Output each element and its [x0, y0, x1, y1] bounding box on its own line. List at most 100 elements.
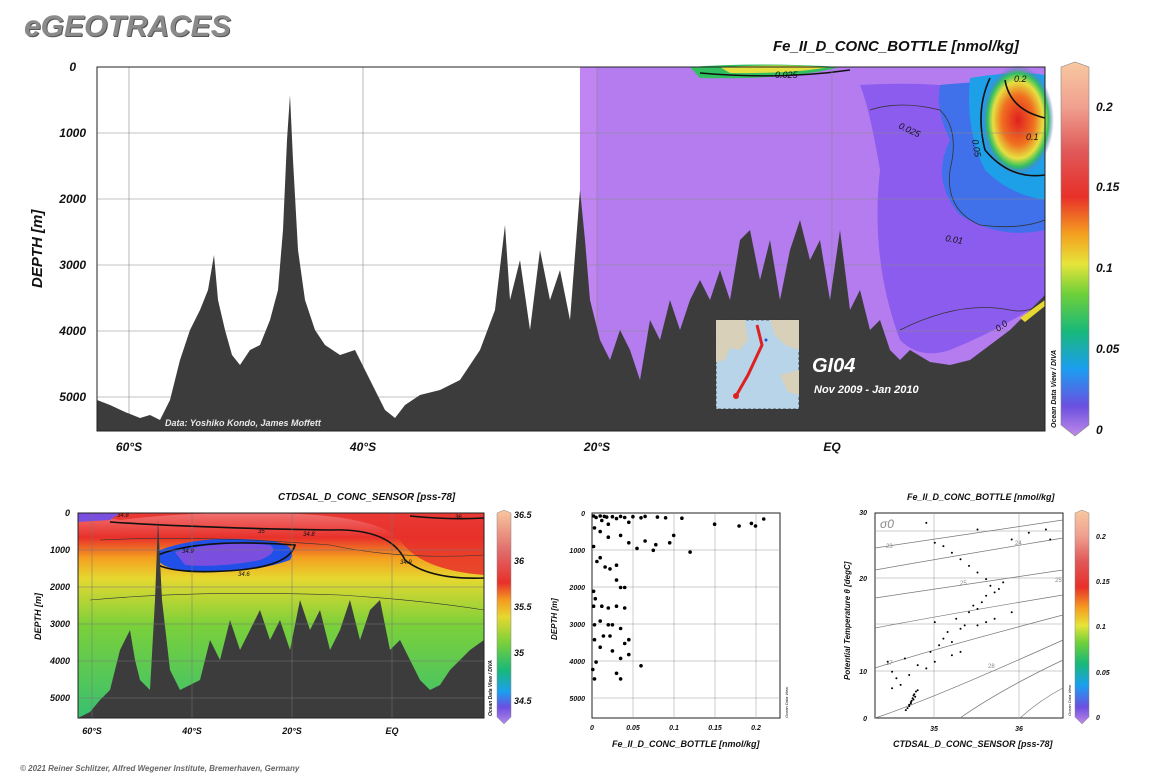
- ts-title: Fe_II_D_CONC_BOTTLE [nmol/kg]: [907, 492, 1056, 502]
- fe-depth-point: [618, 677, 623, 681]
- ts-point: [933, 660, 936, 663]
- sal-cbar-tick-35: 35: [514, 648, 525, 658]
- fe-depth-point: [594, 660, 598, 664]
- fe-depth-point: [614, 563, 619, 567]
- main-ytick-5000: 5000: [59, 390, 86, 404]
- sal-cbar-tick-35.5: 35.5: [514, 602, 533, 612]
- fe-depth-point: [618, 533, 623, 538]
- ts-cbar-label: Ocean Data View: [1067, 684, 1072, 716]
- ts-iso-23: 23: [886, 544, 893, 550]
- ts-cbar-tick-0: 0: [1096, 715, 1100, 722]
- main-xtick-20s: 20°S: [583, 440, 610, 454]
- sal-cbar-label: Ocean Data View / DIVA: [488, 660, 494, 716]
- fe-depth-point: [749, 521, 754, 526]
- ts-point: [915, 690, 917, 693]
- ts-ytick-10: 10: [859, 669, 867, 676]
- fd-xtick-0.2: 0.2: [751, 725, 761, 732]
- fe-depth-point: [600, 604, 604, 608]
- ts-isopycnals: [874, 519, 1064, 719]
- ts-point: [929, 650, 932, 653]
- main-ytick-4000: 4000: [58, 324, 86, 338]
- ts-point: [963, 624, 966, 627]
- cruise-dates: Nov 2009 - Jan 2010: [814, 384, 919, 396]
- fe-depth-point: [614, 578, 619, 582]
- fd-xtick-0.1: 0.1: [669, 725, 679, 732]
- ts-point: [886, 660, 889, 663]
- main-contour-label-6: 0.01: [945, 233, 964, 246]
- main-cbar-label: Ocean Data View / DIVA: [1051, 350, 1058, 428]
- ts-point: [993, 591, 996, 594]
- fe-depth-point: [595, 559, 599, 564]
- fd-ytick-3000: 3000: [569, 622, 585, 629]
- ts-point: [1010, 538, 1013, 541]
- fe-depth-frame: [591, 512, 781, 719]
- ts-point: [909, 702, 912, 705]
- main-ytick-2000: 2000: [58, 192, 86, 206]
- sal-xtick-60s: 60°S: [82, 726, 102, 736]
- fd-ytick-0: 0: [581, 511, 585, 518]
- main-contour-label-5: 0.2: [1014, 74, 1027, 84]
- sal-contour-label-3: 34.8: [303, 532, 315, 538]
- fd-ytick-4000: 4000: [568, 659, 585, 666]
- fe-depth-point: [591, 604, 596, 608]
- fe-depth-point: [622, 585, 627, 590]
- ts-point: [950, 551, 953, 554]
- ts-point: [933, 541, 936, 544]
- fe-depth-point: [622, 515, 627, 520]
- ts-point: [942, 545, 945, 548]
- ts-iso-25b: 25: [1055, 578, 1062, 584]
- ts-point: [942, 637, 945, 640]
- sal-contour-label-4: 36: [455, 515, 462, 521]
- ts-xtick-36: 36: [1015, 726, 1023, 733]
- sal-cbar-tick-36: 36: [514, 556, 525, 566]
- ts-point: [1002, 581, 1005, 584]
- fd-xtick-0.05: 0.05: [626, 725, 640, 732]
- sal-ytick-5000: 5000: [50, 693, 70, 703]
- fe-depth-point: [680, 516, 684, 520]
- fe-depth-point: [606, 522, 611, 526]
- sal-ytick-2000: 2000: [49, 582, 70, 592]
- sal-contour-label-2: 35: [258, 529, 265, 535]
- main-cbar-tick-0: 0: [1096, 423, 1103, 437]
- fe-depth-point: [614, 604, 619, 608]
- ts-point: [914, 695, 917, 698]
- fe-depth-point: [688, 550, 692, 554]
- ts-point: [959, 650, 962, 653]
- ts-frame: [874, 512, 1064, 719]
- fe-depth-point: [654, 542, 658, 547]
- fe-depth-point: [622, 606, 627, 610]
- main-cbar-tick-0.15: 0.15: [1096, 180, 1120, 194]
- fe-depth-point: [601, 634, 606, 638]
- fe-high-hotspot: [982, 65, 1054, 175]
- fe-depth-point: [631, 514, 635, 519]
- fe-depth-point: [598, 645, 602, 649]
- ts-point: [904, 709, 907, 712]
- fe-depth-point: [663, 516, 668, 520]
- sal-ytick-3000: 3000: [50, 619, 70, 629]
- sal-xtick-eq: EQ: [385, 726, 398, 736]
- fe-depth-point: [610, 623, 615, 627]
- fd-xtick-0.15: 0.15: [708, 725, 722, 732]
- sal-contours: [109, 515, 485, 579]
- ts-point: [976, 624, 979, 627]
- fe-depth-point: [591, 667, 595, 672]
- ts-point: [993, 617, 996, 620]
- ts-point: [1010, 611, 1013, 614]
- ts-point: [955, 617, 958, 620]
- ts-point: [976, 571, 979, 574]
- fe-depth-point: [591, 589, 596, 594]
- fe-depth-point: [598, 514, 602, 518]
- fd-xtick-0: 0: [590, 725, 594, 732]
- ts-xtick-35: 35: [930, 726, 938, 733]
- ts-point: [916, 689, 919, 692]
- ts-point: [906, 707, 909, 710]
- ts-point: [916, 664, 919, 667]
- ts-point: [946, 631, 949, 633]
- fe-depth-point: [604, 515, 609, 519]
- fe-depth-point: [667, 541, 672, 545]
- fe-depth-point: [737, 524, 741, 528]
- fe-depth-point: [598, 529, 602, 534]
- fe-depth-point: [603, 565, 607, 569]
- ts-point: [985, 578, 988, 581]
